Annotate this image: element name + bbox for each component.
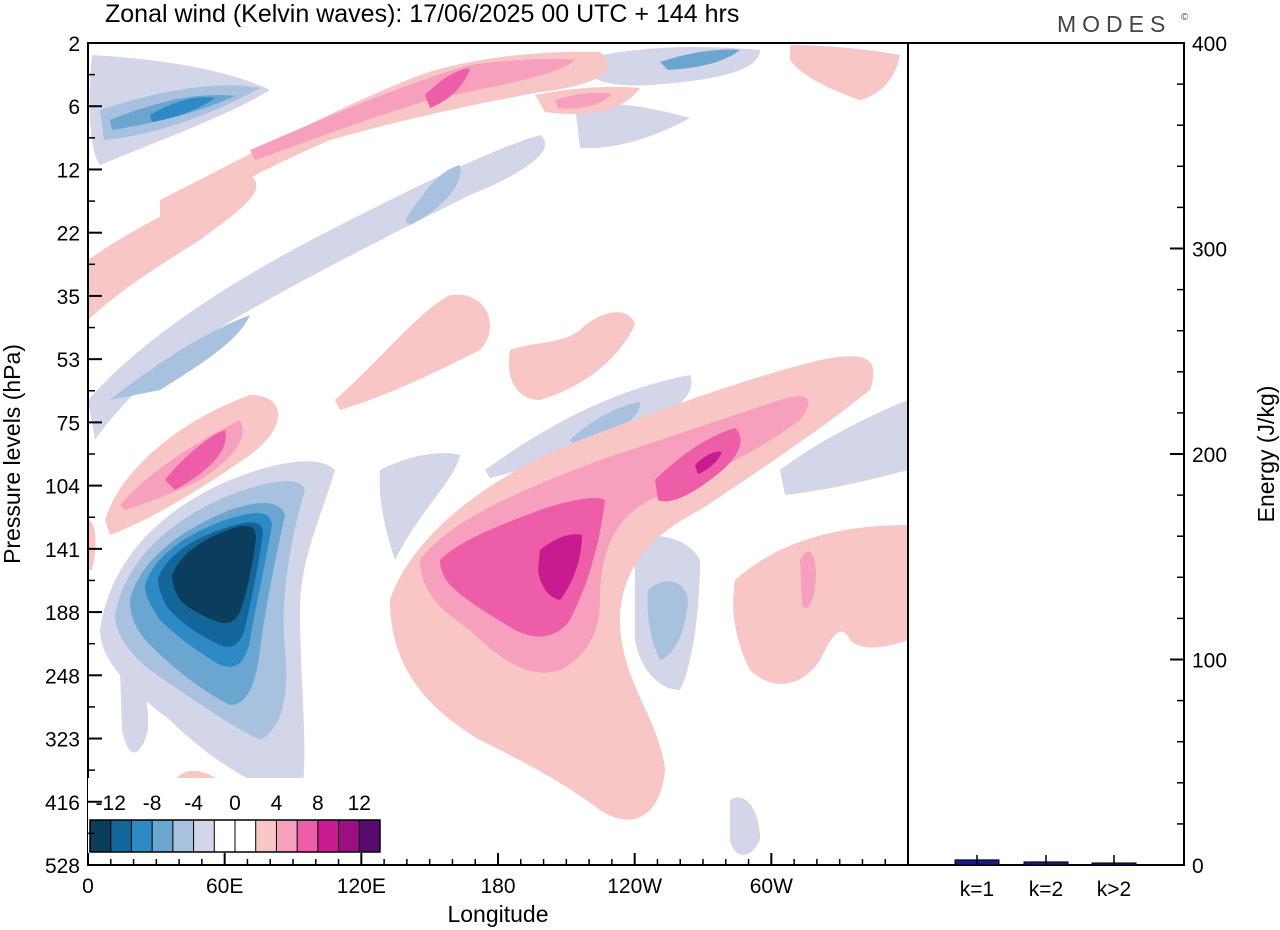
colorbar-swatch	[131, 820, 153, 852]
energy-tick-label: 200	[1192, 444, 1227, 467]
colorbar-label: -12	[96, 792, 126, 815]
y-tick-label: 53	[57, 349, 80, 372]
pos-band-topright-core	[555, 92, 612, 109]
x-tick-label: 180	[480, 875, 515, 898]
colorbar-swatch	[317, 820, 340, 852]
y-axis: 2 6 12 22 35 53 75 104 141 188 248 323 416 528	[45, 33, 102, 878]
energy-axis-label: Energy (J/kg)	[1253, 386, 1279, 523]
x-tick-label: 120W	[607, 875, 662, 898]
pos-band-top-core	[250, 58, 575, 160]
pos-blob-right-core	[695, 451, 722, 474]
y-axis-label: Pressure levels (hPa)	[0, 344, 25, 564]
energy-tick-label: 300	[1192, 239, 1227, 262]
bar-category-label: k>2	[1097, 878, 1131, 901]
colorbar: -12 -8 -4 0 4 8 12	[88, 778, 382, 858]
brand-logo: MODES	[1057, 11, 1171, 37]
chart-title: Zonal wind (Kelvin waves): 17/06/2025 00…	[105, 0, 739, 28]
y-tick-label: 6	[68, 96, 80, 119]
colorbar-swatch	[297, 820, 319, 852]
x-tick-label: 0	[82, 875, 94, 898]
pos-band-mid-a	[335, 294, 490, 410]
colorbar-swatch	[110, 820, 132, 852]
y-tick-label: 75	[57, 412, 80, 435]
neg-band-middle-core2	[405, 165, 461, 225]
colorbar-swatch	[235, 820, 257, 852]
y-tick-label: 104	[45, 476, 80, 499]
y-tick-label: 323	[45, 729, 80, 752]
neg-trop-b-core	[647, 581, 688, 660]
pos-left-edge	[88, 520, 96, 570]
colorbar-label: 0	[229, 792, 241, 815]
neg-band-upper-darkest	[150, 97, 215, 122]
colorbar-swatch	[152, 820, 174, 852]
y-tick-label: 22	[57, 223, 80, 246]
colorbar-label: -4	[184, 792, 203, 815]
neg-trop-a	[379, 453, 460, 560]
colorbar-swatch	[90, 820, 112, 852]
y-tick-label: 12	[57, 159, 80, 182]
brand-mark: ©	[1181, 12, 1189, 23]
energy-bars: k=1 k=2 k>2	[954, 855, 1137, 901]
bar-category-label: k=1	[960, 878, 994, 901]
y-tick-label: 416	[45, 792, 80, 815]
energy-tick-label: 400	[1192, 33, 1227, 56]
pos-band-left	[88, 175, 257, 320]
neg-band-75-right-core	[570, 402, 640, 448]
x-tick-label: 60W	[750, 875, 793, 898]
pos-right-bottom-core	[800, 551, 816, 609]
bar-panel-frame	[907, 42, 1185, 866]
x-tick-label: 120E	[337, 875, 386, 898]
pos-blob-core	[538, 534, 582, 600]
y-tick-label: 2	[68, 33, 80, 56]
y-tick-label: 248	[45, 665, 80, 688]
colorbar-label: 4	[271, 792, 283, 815]
neg-band-far-right	[780, 400, 908, 495]
pos-blob-l2	[440, 498, 605, 637]
energy-tick-label: 0	[1192, 855, 1204, 878]
colorbar-swatch	[193, 820, 215, 852]
colorbar-swatch	[214, 820, 236, 852]
neg-band-top-right-core	[660, 49, 740, 70]
colorbar-swatch	[338, 820, 360, 852]
y-tick-label: 188	[45, 602, 80, 625]
colorbar-swatch	[276, 820, 298, 852]
neg-band-middle-upper	[575, 103, 690, 149]
neg-blob-core	[172, 525, 256, 624]
pos-band-75-dark	[165, 430, 226, 490]
y-tick-label: 528	[45, 855, 80, 878]
x-tick-label: 60E	[206, 875, 243, 898]
pos-blob-outer	[390, 356, 874, 820]
pos-band-mid-b	[508, 312, 635, 400]
zonal-wind-heatmap	[88, 43, 908, 865]
pos-right-bottom	[733, 525, 908, 684]
neg-bottom-mid	[730, 797, 760, 855]
y-tick-label: 35	[57, 286, 80, 309]
colorbar-label: -8	[143, 792, 162, 815]
neg-band-middle-core	[110, 315, 250, 400]
colorbar-label: 8	[312, 792, 324, 815]
colorbar-label: 12	[348, 792, 371, 815]
neg-bottom-left	[120, 668, 149, 753]
energy-axis: 0 100 200 300 400	[1170, 33, 1227, 878]
pos-band-top	[160, 51, 608, 225]
pos-band-topright-2	[790, 45, 900, 100]
x-axis: 0 60E 120E 180 120W 60W	[82, 853, 886, 898]
energy-tick-label: 100	[1192, 650, 1227, 673]
pos-band-top-dark	[425, 68, 470, 108]
colorbar-swatch	[359, 820, 381, 852]
bar-category-label: k=2	[1029, 878, 1063, 901]
colorbar-swatch	[172, 820, 195, 852]
y-tick-label: 141	[45, 539, 80, 562]
x-axis-label: Longitude	[447, 901, 548, 927]
colorbar-swatch	[255, 820, 277, 852]
